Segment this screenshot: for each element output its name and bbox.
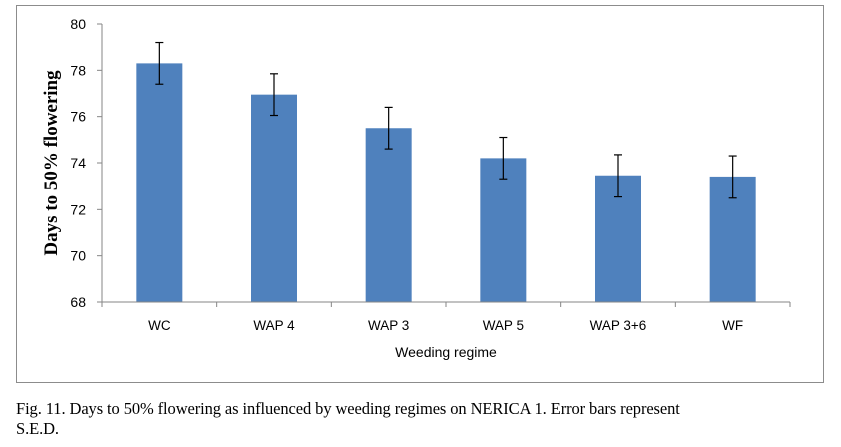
bar <box>136 63 183 303</box>
bar <box>251 94 297 303</box>
bar <box>480 158 527 302</box>
y-tick-label: 78 <box>70 62 86 78</box>
x-axis-title: Weeding regime <box>395 344 497 360</box>
y-tick-label: 70 <box>70 248 86 264</box>
figure-caption: Fig. 11. Days to 50% flowering as influe… <box>16 399 836 439</box>
x-tick-label: WC <box>148 318 171 333</box>
x-tick-label: WF <box>722 318 743 333</box>
caption-line-1: Fig. 11. Days to 50% flowering as influe… <box>16 399 680 418</box>
y-tick-label: 80 <box>70 16 86 32</box>
x-tick-label: WAP 4 <box>253 318 295 333</box>
x-tick-label: WAP 3 <box>368 318 409 333</box>
y-tick-label: 72 <box>70 201 86 217</box>
y-tick-label: 74 <box>70 155 86 171</box>
y-tick-label: 76 <box>70 109 86 125</box>
y-axis-title: Days to 50% flowering <box>41 70 62 256</box>
bar-chart: 68 70 72 74 76 78 80 WC WAP 4 WAP 3 WAP 5 WAP 3+6 WF… <box>41 16 791 360</box>
x-tick-label: WAP 5 <box>483 318 524 333</box>
chart-frame <box>16 5 824 383</box>
x-tick-label: WAP 3+6 <box>590 318 647 333</box>
y-tick-label: 68 <box>70 294 86 310</box>
bar <box>365 128 412 302</box>
caption-line-2: S.E.D. <box>16 419 59 438</box>
